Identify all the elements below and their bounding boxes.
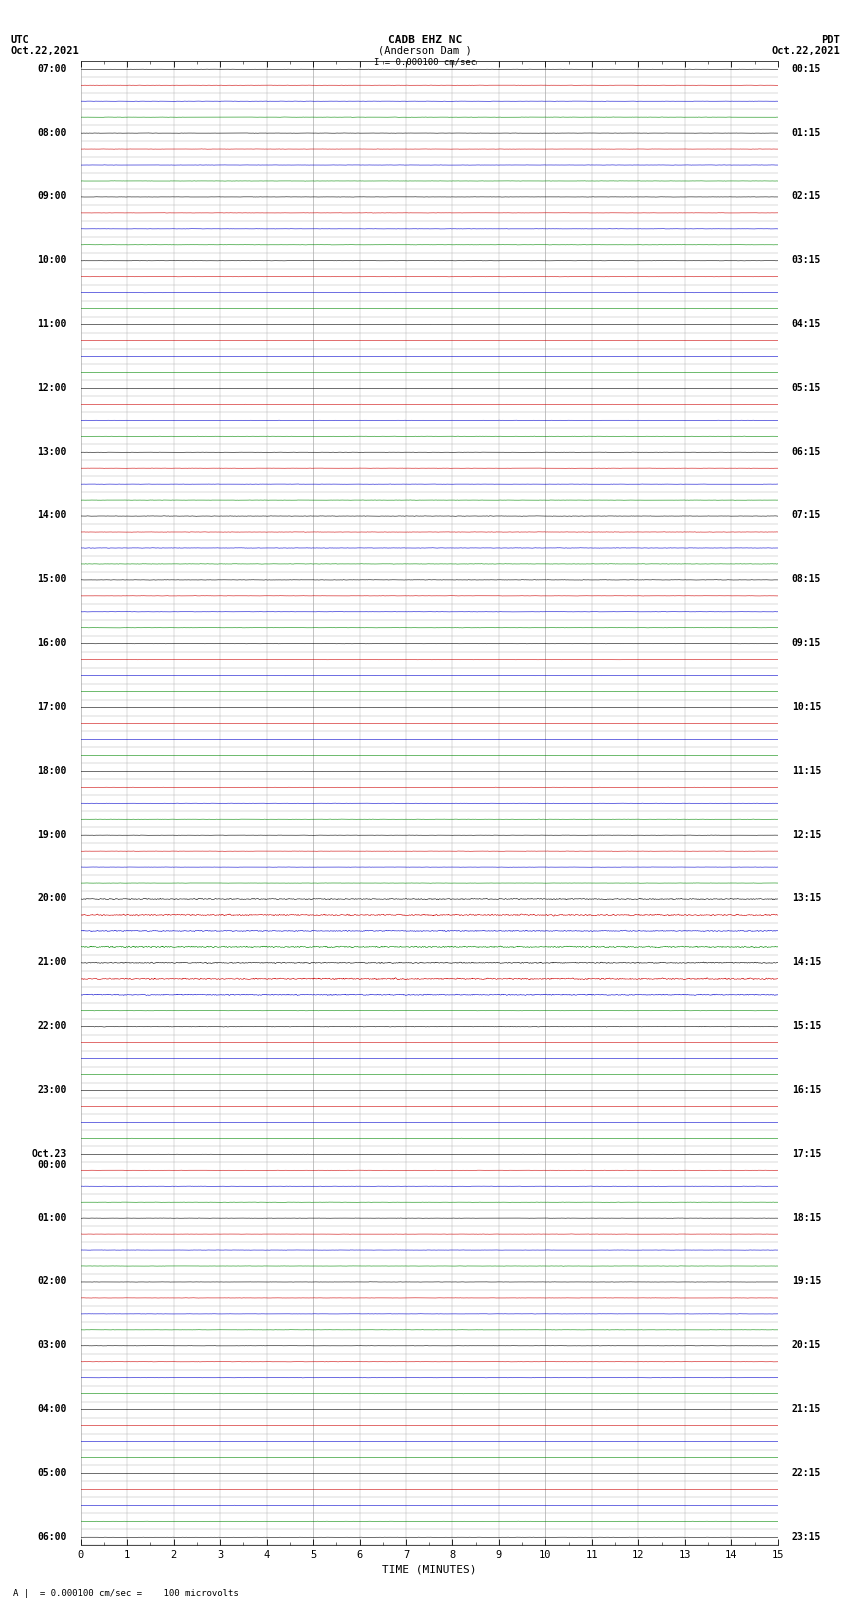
Text: 14:00: 14:00 bbox=[37, 510, 67, 521]
Text: 10:00: 10:00 bbox=[37, 255, 67, 265]
Text: 01:15: 01:15 bbox=[791, 127, 821, 137]
Text: 21:15: 21:15 bbox=[791, 1403, 821, 1415]
Text: 19:00: 19:00 bbox=[37, 829, 67, 840]
Text: 08:15: 08:15 bbox=[791, 574, 821, 584]
Text: 18:00: 18:00 bbox=[37, 766, 67, 776]
Text: 21:00: 21:00 bbox=[37, 957, 67, 968]
Text: (Anderson Dam ): (Anderson Dam ) bbox=[378, 45, 472, 56]
Text: 23:00: 23:00 bbox=[37, 1086, 67, 1095]
Text: 02:15: 02:15 bbox=[791, 192, 821, 202]
Text: 17:15: 17:15 bbox=[791, 1148, 821, 1158]
Text: 02:00: 02:00 bbox=[37, 1276, 67, 1287]
Text: 20:15: 20:15 bbox=[791, 1340, 821, 1350]
Text: 19:15: 19:15 bbox=[791, 1276, 821, 1287]
Text: 16:00: 16:00 bbox=[37, 639, 67, 648]
Text: A |  = 0.000100 cm/sec =    100 microvolts: A | = 0.000100 cm/sec = 100 microvolts bbox=[13, 1589, 239, 1598]
Text: 03:00: 03:00 bbox=[37, 1340, 67, 1350]
Text: 07:15: 07:15 bbox=[791, 510, 821, 521]
Text: 22:00: 22:00 bbox=[37, 1021, 67, 1031]
Text: 18:15: 18:15 bbox=[791, 1213, 821, 1223]
Text: 03:15: 03:15 bbox=[791, 255, 821, 265]
Text: 04:00: 04:00 bbox=[37, 1403, 67, 1415]
Text: 15:00: 15:00 bbox=[37, 574, 67, 584]
Text: 08:00: 08:00 bbox=[37, 127, 67, 137]
Text: Oct.22,2021: Oct.22,2021 bbox=[10, 45, 79, 56]
Text: 05:15: 05:15 bbox=[791, 382, 821, 394]
Text: 01:00: 01:00 bbox=[37, 1213, 67, 1223]
Text: 13:00: 13:00 bbox=[37, 447, 67, 456]
Text: PDT: PDT bbox=[821, 35, 840, 45]
Text: 11:15: 11:15 bbox=[791, 766, 821, 776]
Text: Oct.22,2021: Oct.22,2021 bbox=[771, 45, 840, 56]
Text: 12:15: 12:15 bbox=[791, 829, 821, 840]
Text: 04:15: 04:15 bbox=[791, 319, 821, 329]
X-axis label: TIME (MINUTES): TIME (MINUTES) bbox=[382, 1565, 477, 1574]
Text: 23:15: 23:15 bbox=[791, 1532, 821, 1542]
Text: 17:00: 17:00 bbox=[37, 702, 67, 711]
Text: 10:15: 10:15 bbox=[791, 702, 821, 711]
Text: I = 0.000100 cm/sec: I = 0.000100 cm/sec bbox=[374, 58, 476, 66]
Text: 06:00: 06:00 bbox=[37, 1532, 67, 1542]
Text: Oct.23
00:00: Oct.23 00:00 bbox=[31, 1148, 67, 1171]
Text: 16:15: 16:15 bbox=[791, 1086, 821, 1095]
Text: 13:15: 13:15 bbox=[791, 894, 821, 903]
Text: 00:15: 00:15 bbox=[791, 63, 821, 74]
Text: CADB EHZ NC: CADB EHZ NC bbox=[388, 35, 462, 45]
Text: 12:00: 12:00 bbox=[37, 382, 67, 394]
Text: 06:15: 06:15 bbox=[791, 447, 821, 456]
Text: 05:00: 05:00 bbox=[37, 1468, 67, 1478]
Text: 11:00: 11:00 bbox=[37, 319, 67, 329]
Text: 15:15: 15:15 bbox=[791, 1021, 821, 1031]
Text: 20:00: 20:00 bbox=[37, 894, 67, 903]
Text: 07:00: 07:00 bbox=[37, 63, 67, 74]
Text: UTC: UTC bbox=[10, 35, 29, 45]
Text: 14:15: 14:15 bbox=[791, 957, 821, 968]
Text: 09:15: 09:15 bbox=[791, 639, 821, 648]
Text: 09:00: 09:00 bbox=[37, 192, 67, 202]
Text: 22:15: 22:15 bbox=[791, 1468, 821, 1478]
